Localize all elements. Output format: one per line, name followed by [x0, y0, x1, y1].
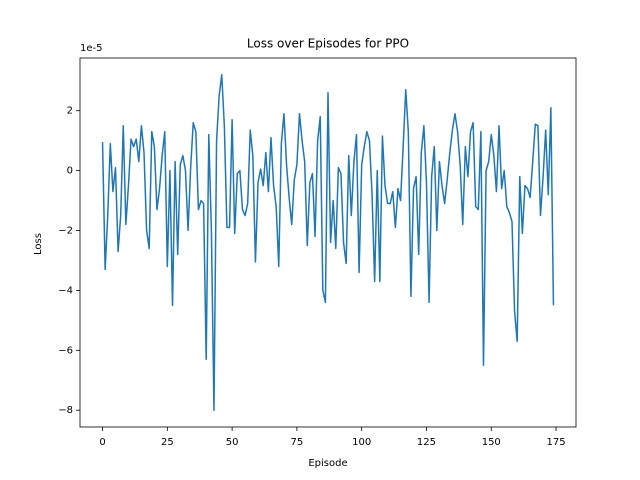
y-offset-text: 1e-5 — [80, 43, 103, 54]
y-tick-label: −4 — [58, 285, 73, 296]
x-axis-label: Episode — [308, 458, 347, 469]
loss-line — [101, 74, 555, 411]
x-tick-label: 50 — [226, 437, 239, 448]
y-axis-label: Loss — [33, 233, 44, 255]
x-tick-label: 125 — [417, 437, 436, 448]
y-tick-label: −2 — [58, 226, 73, 237]
x-tick-label: 75 — [291, 437, 304, 448]
y-tick-label: −6 — [58, 345, 73, 356]
x-tick-label: 175 — [546, 437, 565, 448]
x-tick-label: 0 — [99, 437, 105, 448]
y-tick-label: −8 — [58, 405, 73, 416]
x-tick-label: 100 — [352, 437, 371, 448]
x-tick-label: 150 — [482, 437, 501, 448]
x-tick-label: 25 — [161, 437, 174, 448]
chart-title: Loss over Episodes for PPO — [247, 37, 409, 51]
plot-frame — [79, 57, 577, 428]
y-tick-label: 2 — [67, 106, 73, 117]
y-tick-label: 0 — [67, 166, 73, 177]
